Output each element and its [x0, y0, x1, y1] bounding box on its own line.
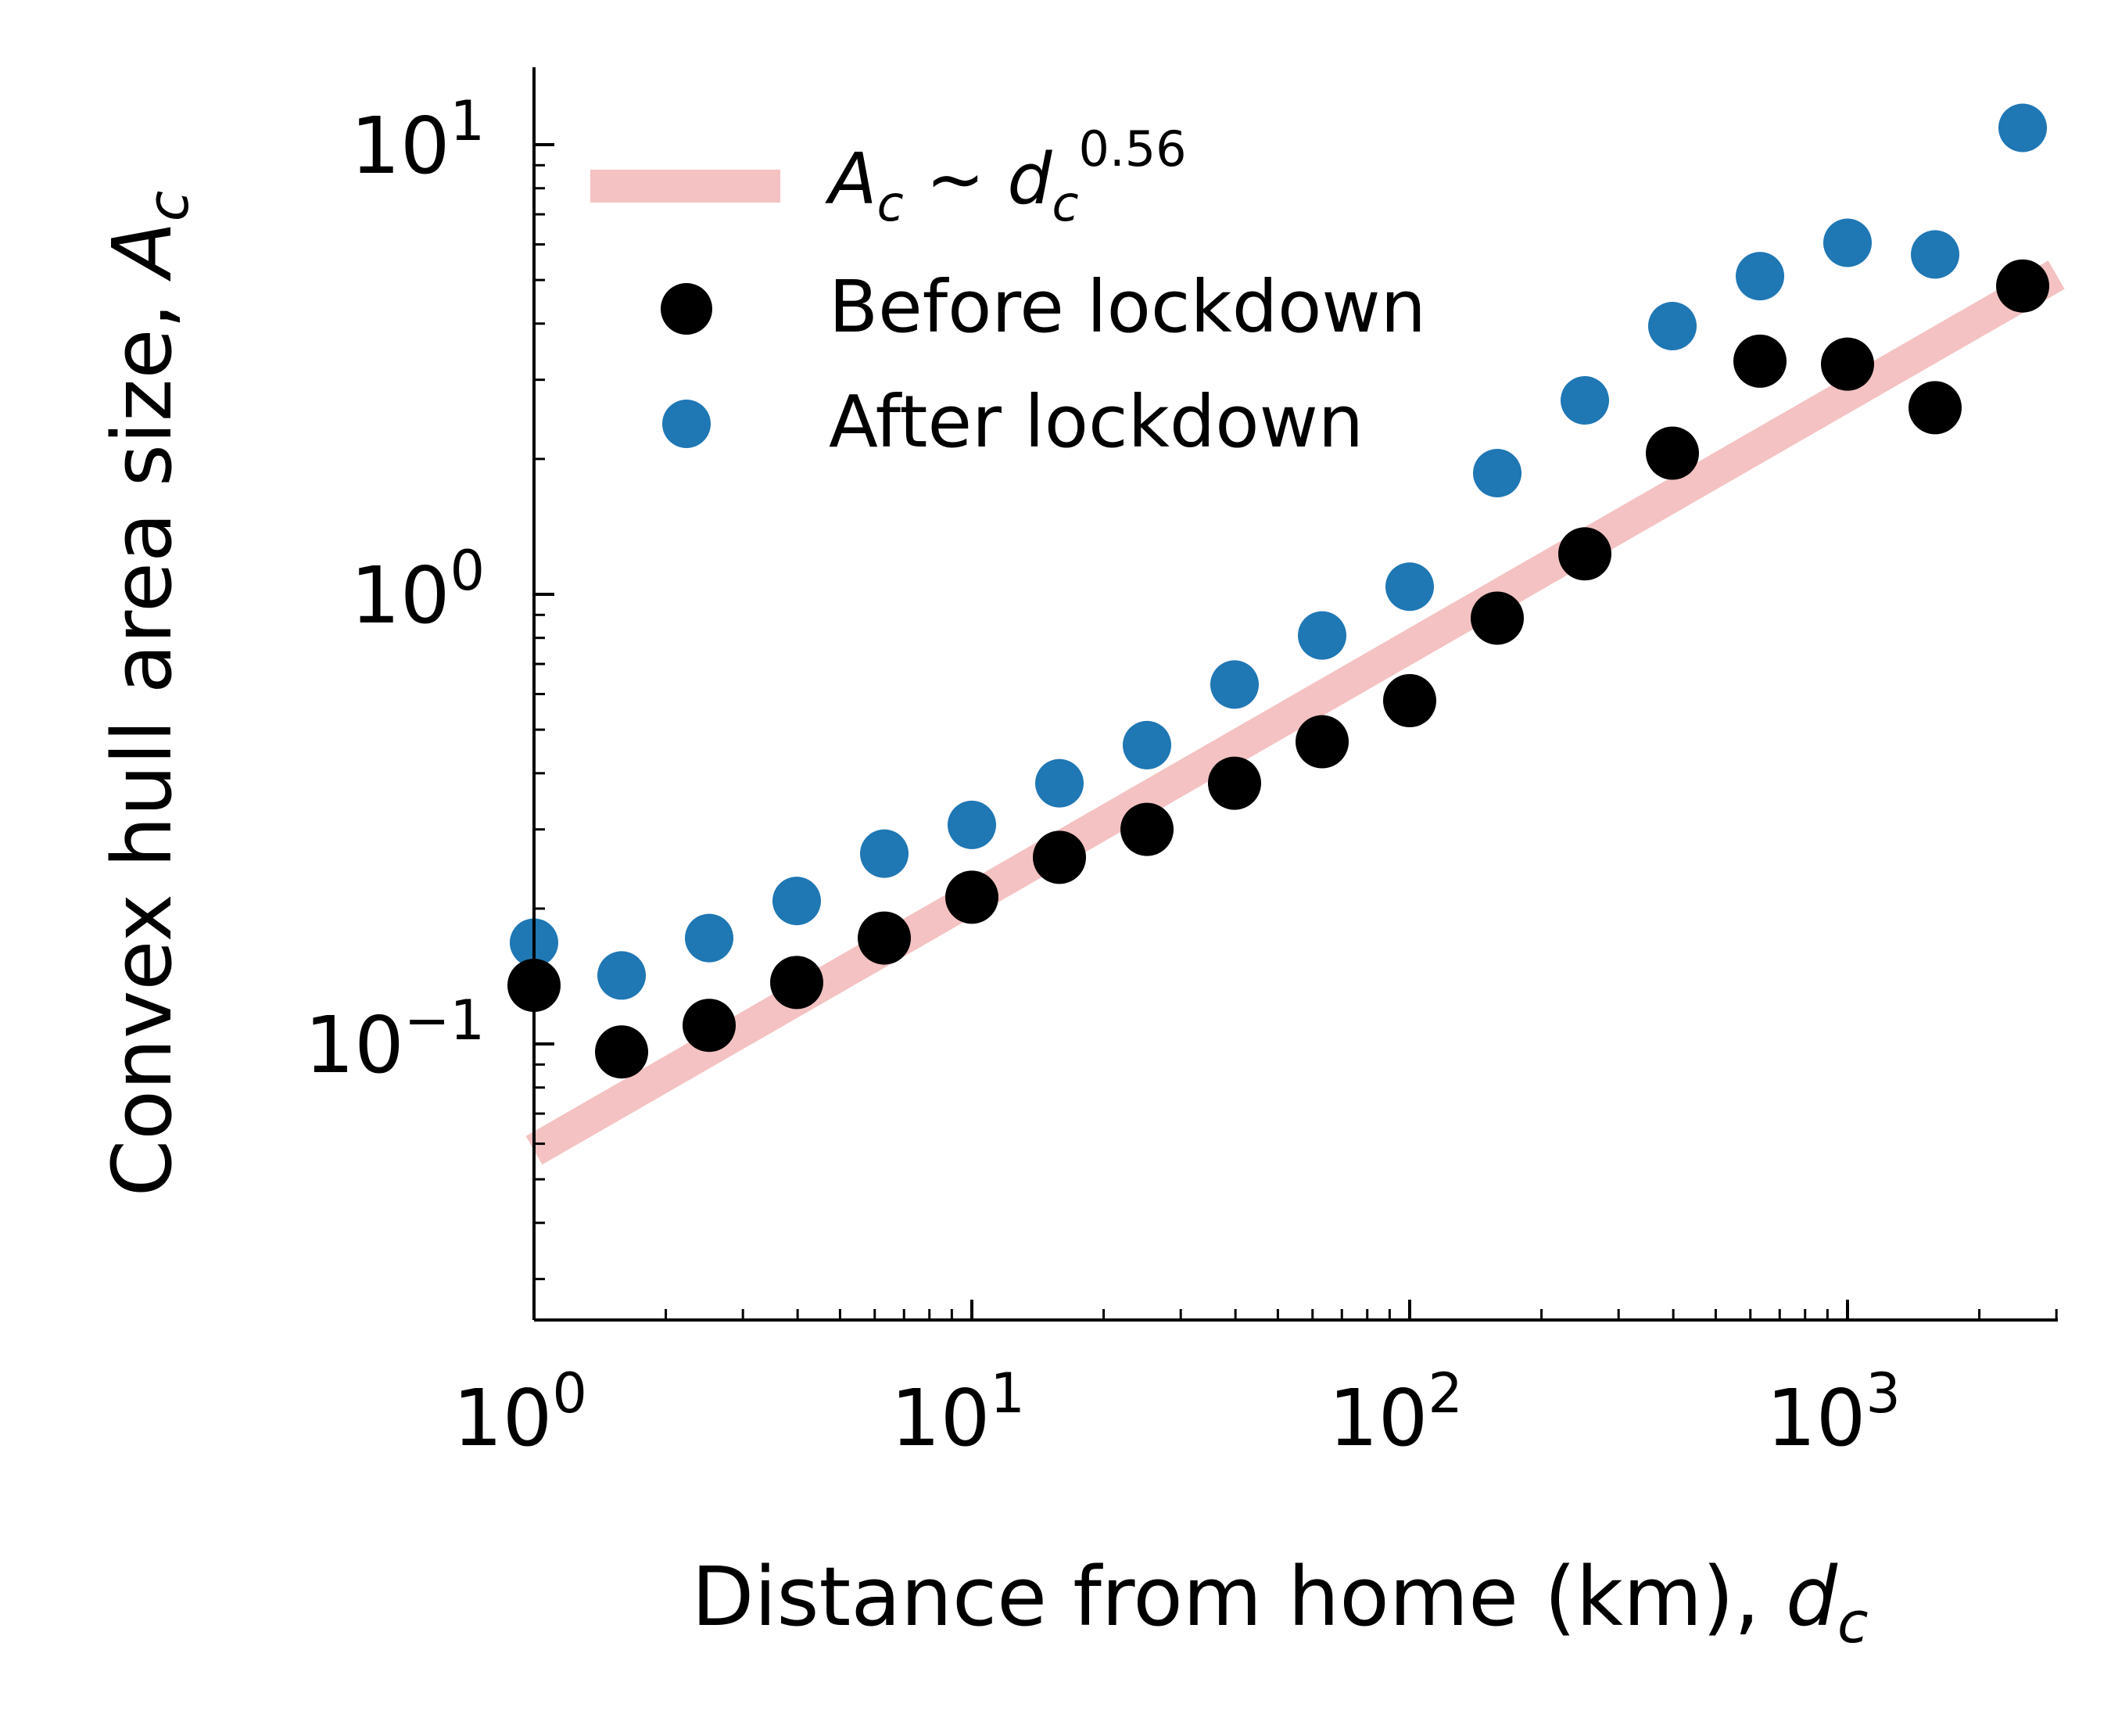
- point-after-9: [1210, 660, 1259, 709]
- y-tick-label: 101: [350, 89, 485, 192]
- y-axis-label: Convex hull area size, Ac: [95, 191, 201, 1197]
- point-before-10: [1296, 715, 1349, 769]
- x-tick-label: 101: [891, 1361, 1025, 1464]
- legend: Ac ∼ dc0.56 Before lockdown After lockdo…: [590, 120, 1426, 464]
- x-tick-label: 100: [453, 1361, 587, 1464]
- legend-before-label: Before lockdown: [829, 265, 1426, 349]
- y-tick-label: 100: [350, 539, 485, 641]
- point-after-14: [1647, 301, 1697, 350]
- point-after-8: [1123, 720, 1172, 769]
- point-before-3: [683, 999, 737, 1053]
- legend-before-marker: [661, 283, 712, 335]
- legend-after-marker: [662, 400, 711, 448]
- point-before-11: [1383, 674, 1436, 728]
- point-after-5: [860, 829, 909, 878]
- point-before-8: [1120, 802, 1174, 856]
- point-after-18: [1998, 103, 2048, 152]
- point-before-5: [858, 911, 912, 965]
- data-points-layer: [507, 103, 2050, 1079]
- point-after-15: [1736, 252, 1785, 301]
- point-before-9: [1207, 756, 1261, 810]
- point-after-16: [1823, 218, 1872, 267]
- point-before-17: [1909, 381, 1962, 435]
- y-tick-label: 10−1: [305, 988, 485, 1091]
- x-tick-label: 103: [1766, 1361, 1901, 1464]
- point-before-14: [1645, 426, 1699, 480]
- legend-after-label: After lockdown: [829, 380, 1364, 464]
- tick-labels: 100 101 102 103 10−1 100 101: [305, 89, 1901, 1464]
- point-before-18: [1996, 259, 2050, 313]
- point-before-15: [1733, 334, 1787, 388]
- legend-fit-label: Ac ∼ dc0.56: [825, 120, 1187, 232]
- point-before-16: [1821, 337, 1874, 391]
- point-before-6: [945, 870, 998, 924]
- point-after-10: [1298, 611, 1347, 660]
- point-before-2: [595, 1025, 649, 1079]
- point-before-7: [1033, 830, 1087, 884]
- point-after-12: [1473, 449, 1522, 498]
- tick-marks: [532, 143, 2058, 1320]
- x-tick-label: 102: [1328, 1361, 1463, 1464]
- point-after-3: [685, 913, 734, 963]
- point-after-13: [1561, 375, 1610, 425]
- point-after-7: [1035, 759, 1084, 808]
- point-before-4: [769, 956, 823, 1010]
- point-after-6: [948, 800, 996, 849]
- point-before-12: [1471, 591, 1525, 645]
- point-before-13: [1558, 527, 1612, 581]
- point-after-4: [772, 877, 821, 926]
- point-after-17: [1911, 230, 1960, 279]
- point-after-2: [597, 951, 647, 1000]
- point-after-11: [1385, 562, 1434, 612]
- x-axis-label: Distance from home (km), dc: [691, 1549, 1868, 1655]
